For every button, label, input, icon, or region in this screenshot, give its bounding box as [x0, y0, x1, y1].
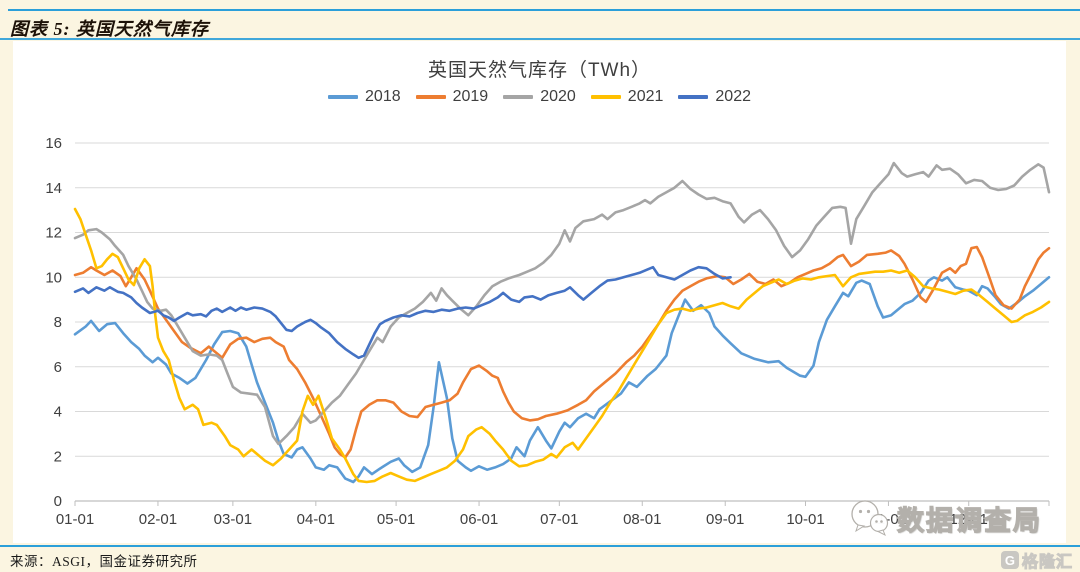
legend-label-2021: 2021	[627, 88, 664, 105]
footer-divider	[0, 545, 1080, 547]
legend-swatch-2021	[590, 95, 621, 99]
brand-logo-text: 格隆汇	[1021, 554, 1073, 572]
chart-panel: 英国天然气库存（TWh） 2018 2019 2020 2021 2022 0 2 4 6 8 1…	[13, 41, 1066, 543]
y-tick-label: 14	[45, 180, 62, 197]
legend-label-2018: 2018	[365, 88, 401, 105]
legend-swatch-2022	[678, 95, 709, 99]
y-tick-label: 16	[45, 135, 62, 152]
brand-logo: G 格隆汇	[1000, 548, 1073, 572]
legend-item-2022: 2022	[678, 88, 751, 106]
x-tick-label: 09-01	[706, 511, 744, 528]
legend-label-2020: 2020	[540, 88, 576, 105]
legend-label-2019: 2019	[452, 88, 489, 105]
legend-swatch-2019	[415, 95, 446, 99]
x-tick-label: 06-01	[460, 511, 498, 528]
x-tick-label: 03-01	[214, 511, 252, 528]
x-tick-label: 01-01	[56, 511, 94, 528]
legend-swatch-2018	[328, 95, 359, 99]
legend-item-2021: 2021	[590, 88, 664, 106]
series-line-2020	[73, 161, 1051, 446]
legend-item-2019: 2019	[415, 88, 489, 106]
series-line-2021	[73, 207, 1051, 484]
x-tick-label: 02-01	[139, 511, 177, 528]
x-tick-label: 11-01	[870, 511, 907, 528]
line-chart-plot: 0 2 4 6 8 10 12 14 16 01-01 02-01 03-01 04-01 05-01 06…	[45, 135, 1051, 528]
chart-title: 英国天然气库存（TWh）	[427, 60, 652, 81]
series-line-2022	[73, 265, 732, 360]
x-tick-label: 12-01	[950, 511, 988, 528]
y-tick-label: 4	[54, 404, 62, 421]
x-tick-label: 07-01	[540, 511, 578, 528]
top-rule	[8, 9, 1080, 11]
series-line-2019	[73, 245, 1051, 459]
legend-item-2020: 2020	[503, 88, 576, 106]
y-tick-label: 8	[54, 314, 62, 331]
y-tick-label: 12	[45, 225, 62, 242]
y-tick-label: 2	[54, 448, 62, 465]
source-note: 来源：ASGI，国金证券研究所	[10, 554, 198, 569]
header-divider	[0, 38, 1080, 40]
legend-swatch-2020	[503, 95, 534, 99]
y-tick-label: 10	[45, 269, 62, 286]
chart-legend: 2018 2019 2020 2021 2022	[13, 88, 1066, 106]
x-tick-label: 04-01	[297, 511, 335, 528]
figure-header-title: 图表 5: 英国天然气库存	[10, 19, 209, 39]
brand-logo-icon: G	[1000, 551, 1019, 569]
series-line-2018	[73, 276, 1051, 484]
legend-item-2018: 2018	[328, 88, 401, 106]
y-tick-label: 6	[54, 359, 62, 376]
x-tick-label: 08-01	[623, 511, 661, 528]
legend-label-2022: 2022	[715, 88, 751, 105]
x-tick-label: 05-01	[377, 511, 415, 528]
x-tick-label: 10-01	[786, 511, 824, 528]
y-tick-label: 0	[54, 493, 62, 510]
